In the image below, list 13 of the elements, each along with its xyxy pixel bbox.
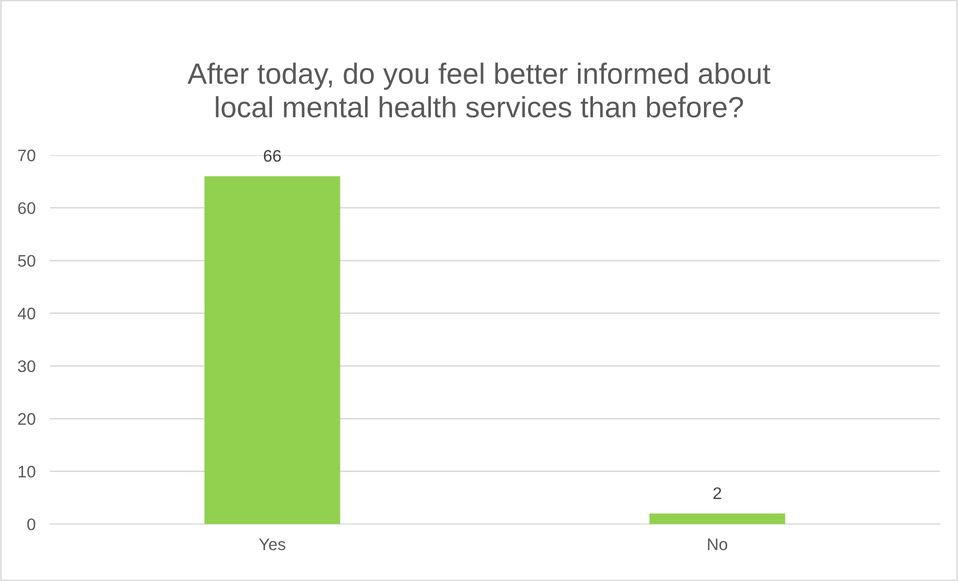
y-tick-label: 60 (18, 202, 36, 214)
y-tick-label: 40 (18, 308, 36, 320)
y-tick-label: 50 (18, 254, 36, 267)
x-tick-label: No (708, 538, 728, 550)
data-label: 66 (264, 150, 281, 162)
y-tick-label: 70 (18, 150, 36, 162)
y-tick-label: 10 (18, 466, 36, 478)
x-tick-label: Yes (259, 538, 286, 550)
y-tick-label: 30 (18, 360, 36, 372)
y-tick-label: 0 (27, 518, 36, 530)
data-label: 2 (714, 487, 722, 499)
y-tick-label: 20 (18, 413, 36, 425)
chart-title: After today, do you feel better informed about local mental health services than before? (188, 62, 770, 118)
